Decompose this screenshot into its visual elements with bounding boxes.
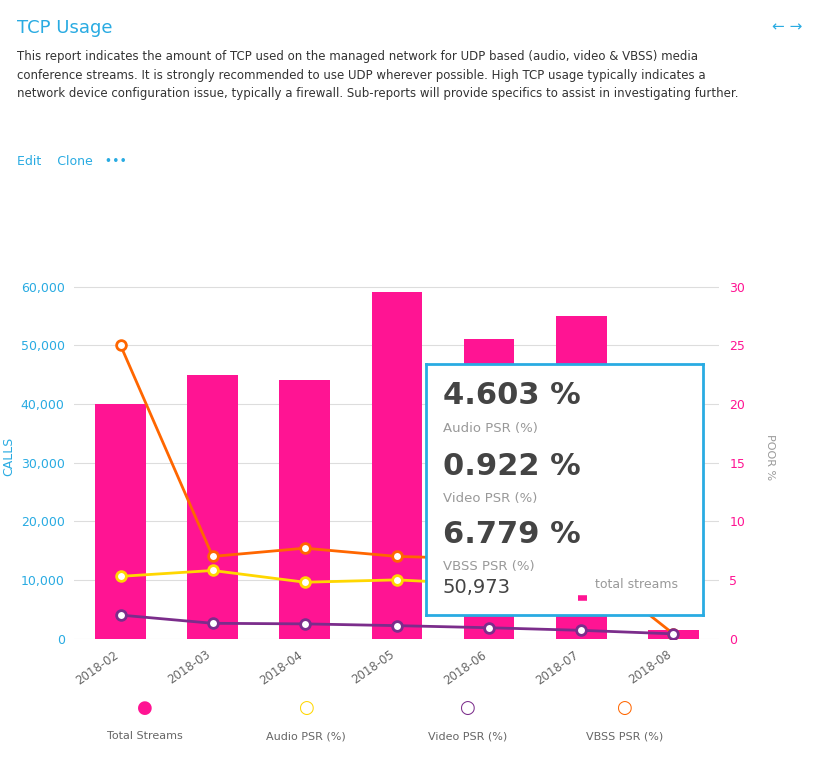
Text: ○: ○ xyxy=(459,699,476,717)
Text: 4.603 %: 4.603 % xyxy=(442,382,581,410)
Bar xyxy=(464,339,514,639)
Text: This report indicates the amount of TCP used on the managed network for UDP base: This report indicates the amount of TCP … xyxy=(17,50,738,101)
Y-axis label: POOR %: POOR % xyxy=(764,433,775,480)
Text: 6.779 %: 6.779 % xyxy=(442,520,581,549)
Text: ○: ○ xyxy=(298,699,314,717)
Text: total streams: total streams xyxy=(595,577,678,591)
Text: Video PSR (%): Video PSR (%) xyxy=(442,492,537,505)
Text: VBSS PSR (%): VBSS PSR (%) xyxy=(442,560,534,573)
Y-axis label: CALLS: CALLS xyxy=(2,437,15,476)
Text: ○: ○ xyxy=(616,699,633,717)
Bar xyxy=(187,375,238,639)
Text: Total Streams: Total Streams xyxy=(107,731,183,741)
Bar xyxy=(280,380,330,639)
Text: ← →: ← → xyxy=(772,19,802,34)
Text: Edit    Clone   •••: Edit Clone ••• xyxy=(17,155,127,168)
Bar xyxy=(556,316,606,639)
Bar xyxy=(371,293,423,639)
Bar xyxy=(648,630,699,639)
Text: Audio PSR (%): Audio PSR (%) xyxy=(266,731,346,741)
Text: 0.922 %: 0.922 % xyxy=(442,452,581,481)
Text: ●: ● xyxy=(136,699,153,717)
Text: Video PSR (%): Video PSR (%) xyxy=(428,731,507,741)
Text: VBSS PSR (%): VBSS PSR (%) xyxy=(586,731,663,741)
Text: Audio PSR (%): Audio PSR (%) xyxy=(442,422,538,435)
Text: TCP Usage: TCP Usage xyxy=(17,19,112,37)
Text: 50,973: 50,973 xyxy=(442,577,510,597)
Bar xyxy=(95,404,146,639)
